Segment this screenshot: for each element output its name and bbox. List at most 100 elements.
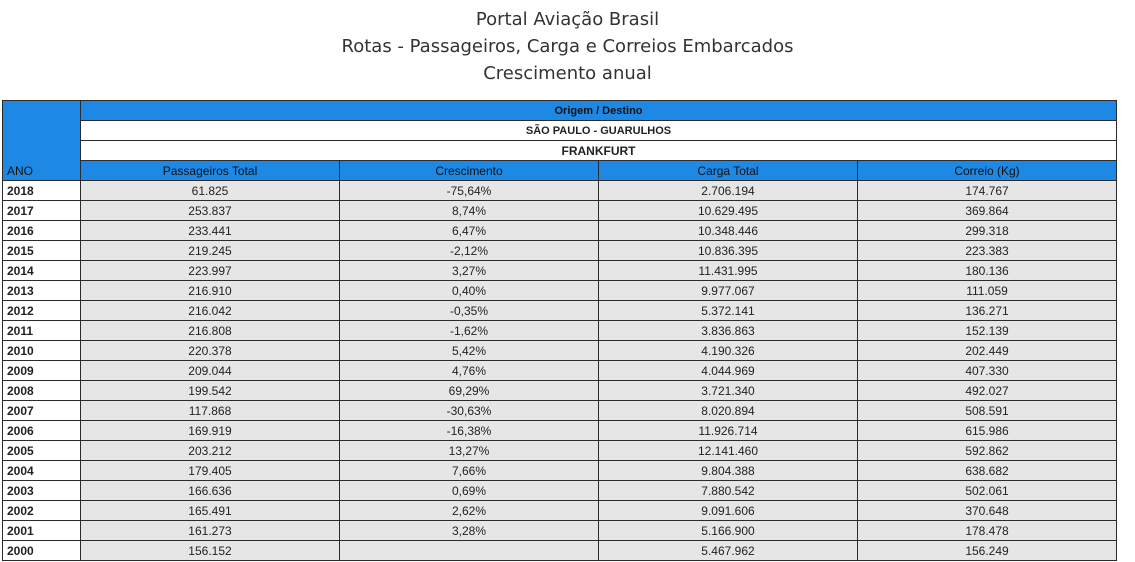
cell-year: 2011	[2, 320, 81, 341]
cell-cargo-total: 11.926.714	[598, 420, 858, 441]
cell-growth: 6,47%	[339, 220, 599, 241]
table-row: 2015 219.245 -2,12% 10.836.395 223.383	[2, 240, 1118, 261]
cell-passengers-total: 233.441	[80, 220, 340, 241]
report-title-block: Portal Aviação Brasil Rotas - Passageiro…	[0, 6, 1135, 87]
cell-passengers-total: 156.152	[80, 540, 340, 561]
cell-growth: -0,35%	[339, 300, 599, 321]
table-row: 2017 253.837 8,74% 10.629.495 369.864	[2, 200, 1118, 221]
cell-cargo-total: 4.044.969	[598, 360, 858, 381]
cell-growth: -75,64%	[339, 180, 599, 201]
cell-passengers-total: 199.542	[80, 380, 340, 401]
cell-growth: 13,27%	[339, 440, 599, 461]
cell-cargo-total: 5.467.962	[598, 540, 858, 561]
cell-year: 2014	[2, 260, 81, 281]
cell-cargo-total: 5.372.141	[598, 300, 858, 321]
cell-growth: -2,12%	[339, 240, 599, 261]
table-row: 2004 179.405 7,66% 9.804.388 638.682	[2, 460, 1118, 481]
table-row: 2006 169.919 -16,38% 11.926.714 615.986	[2, 420, 1118, 441]
cell-year: 2012	[2, 300, 81, 321]
cell-passengers-total: 117.868	[80, 400, 340, 421]
table-body: 2018 61.825 -75,64% 2.706.194 174.767 2017 253…	[2, 180, 1118, 561]
cell-passengers-total: 161.273	[80, 520, 340, 541]
table-row: 2005 203.212 13,27% 12.141.460 592.862	[2, 440, 1118, 461]
cell-growth: 0,40%	[339, 280, 599, 301]
table-row: 2007 117.868 -30,63% 8.020.894 508.591	[2, 400, 1118, 421]
cell-mail-kg: 492.027	[856, 380, 1118, 401]
report-title: Portal Aviação Brasil	[475, 9, 660, 30]
column-header-passengers: Passageiros Total	[80, 160, 340, 181]
cell-passengers-total: 166.636	[80, 480, 340, 501]
cell-cargo-total: 3.721.340	[598, 380, 858, 401]
data-table-container: ANO Origem / Destino SÃO PAULO - GUARULH…	[2, 100, 1118, 561]
report-subtitle: Rotas - Passageiros, Carga e Correios Em…	[341, 36, 794, 57]
cell-growth: 7,66%	[339, 460, 599, 481]
cell-cargo-total: 8.020.894	[598, 400, 858, 421]
cell-passengers-total: 216.910	[80, 280, 340, 301]
table-row: 2016 233.441 6,47% 10.348.446 299.318	[2, 220, 1118, 241]
cell-year: 2007	[2, 400, 81, 421]
cell-mail-kg: 136.271	[856, 300, 1118, 321]
cell-year: 2016	[2, 220, 81, 241]
cell-mail-kg: 592.862	[856, 440, 1118, 461]
cell-growth: -30,63%	[339, 400, 599, 421]
column-header-cargo: Carga Total	[598, 160, 858, 181]
cell-year: 2017	[2, 200, 81, 221]
cell-passengers-total: 216.042	[80, 300, 340, 321]
table-row: 2003 166.636 0,69% 7.880.542 502.061	[2, 480, 1118, 501]
destination-header: FRANKFURT	[79, 140, 1118, 161]
table-row: 2011 216.808 -1,62% 3.836.863 152.139	[2, 320, 1118, 341]
column-header-growth: Crescimento	[339, 160, 599, 181]
cell-passengers-total: 209.044	[80, 360, 340, 381]
table-row: 2000 156.152 5.467.962 156.249	[2, 540, 1118, 561]
cell-mail-kg: 111.059	[856, 280, 1118, 301]
cell-year: 2004	[2, 460, 81, 481]
cell-cargo-total: 2.706.194	[598, 180, 858, 201]
cell-mail-kg: 407.330	[856, 360, 1118, 381]
cell-cargo-total: 9.804.388	[598, 460, 858, 481]
table-row: 2002 165.491 2,62% 9.091.606 370.648	[2, 500, 1118, 521]
table-row: 2010 220.378 5,42% 4.190.326 202.449	[2, 340, 1118, 361]
cell-year: 2002	[2, 500, 81, 521]
cell-mail-kg: 178.478	[856, 520, 1118, 541]
cell-mail-kg: 508.591	[856, 400, 1118, 421]
cell-growth: 3,28%	[339, 520, 599, 541]
cell-cargo-total: 10.348.446	[598, 220, 858, 241]
cell-year: 2008	[2, 380, 81, 401]
cell-mail-kg: 180.136	[856, 260, 1118, 281]
table-row: 2008 199.542 69,29% 3.721.340 492.027	[2, 380, 1118, 401]
cell-mail-kg: 202.449	[856, 340, 1118, 361]
cell-mail-kg: 152.139	[856, 320, 1118, 341]
cell-cargo-total: 9.977.067	[598, 280, 858, 301]
cell-passengers-total: 169.919	[80, 420, 340, 441]
cell-mail-kg: 370.648	[856, 500, 1118, 521]
cell-mail-kg: 369.864	[856, 200, 1118, 221]
cell-passengers-total: 216.808	[80, 320, 340, 341]
column-header-mail: Correio (Kg)	[856, 160, 1118, 181]
column-header-year: ANO	[2, 100, 81, 181]
cell-year: 2000	[2, 540, 81, 561]
cell-growth	[339, 540, 599, 561]
cell-mail-kg: 174.767	[856, 180, 1118, 201]
table-row: 2018 61.825 -75,64% 2.706.194 174.767	[2, 180, 1118, 201]
cell-mail-kg: 502.061	[856, 480, 1118, 501]
cell-year: 2006	[2, 420, 81, 441]
origin-destination-header: Origem / Destino	[79, 100, 1118, 121]
table-row: 2001 161.273 3,28% 5.166.900 178.478	[2, 520, 1118, 541]
cell-passengers-total: 219.245	[80, 240, 340, 261]
cell-mail-kg: 638.682	[856, 460, 1118, 481]
cell-year: 2018	[2, 180, 81, 201]
cell-passengers-total: 165.491	[80, 500, 340, 521]
cell-growth: 5,42%	[339, 340, 599, 361]
cell-year: 2010	[2, 340, 81, 361]
cell-year: 2015	[2, 240, 81, 261]
cell-cargo-total: 11.431.995	[598, 260, 858, 281]
table-row: 2009 209.044 4,76% 4.044.969 407.330	[2, 360, 1118, 381]
cell-growth: 8,74%	[339, 200, 599, 221]
cell-year: 2013	[2, 280, 81, 301]
cell-cargo-total: 9.091.606	[598, 500, 858, 521]
cell-mail-kg: 156.249	[856, 540, 1118, 561]
cell-passengers-total: 220.378	[80, 340, 340, 361]
cell-year: 2009	[2, 360, 81, 381]
cell-mail-kg: 615.986	[856, 420, 1118, 441]
report-subtitle-growth: Crescimento anual	[483, 63, 652, 84]
